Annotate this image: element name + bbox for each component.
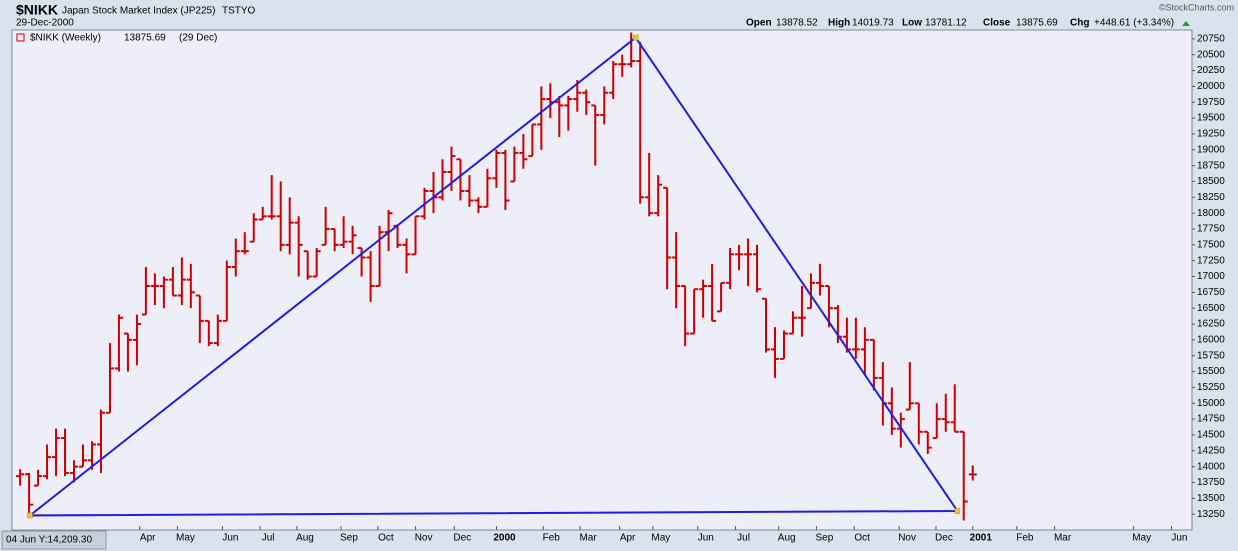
bars [16,32,977,521]
x-tick-label: Mar [579,533,597,544]
y-tick-label: 15750 [1197,350,1225,361]
chg-label: Chg [1070,18,1089,29]
y-tick-label: 18500 [1197,176,1225,187]
up-arrow [1182,21,1190,26]
y-tick-label: 18000 [1197,208,1225,219]
x-tick-label: Feb [1016,533,1034,544]
open-value: 13878.52 [776,18,818,29]
y-tick-label: 17000 [1197,271,1225,282]
date: 29-Dec-2000 [16,18,74,29]
x-tick-label: Nov [415,533,433,544]
y-tick-label: 20500 [1197,49,1225,60]
trendline-handle [632,34,639,41]
y-tick-label: 18250 [1197,192,1225,203]
chg-value: +448.61 (+3.34%) [1094,18,1174,29]
high-label: High [828,18,850,29]
x-tick-label: Sep [816,533,834,544]
y-tick-label: 13250 [1197,509,1225,520]
x-tick-label: Oct [854,533,870,544]
y-tick-label: 14750 [1197,414,1225,425]
annotation-box [1,530,107,550]
y-tick-label: 15000 [1197,398,1225,409]
y-tick-label: 14500 [1197,430,1225,441]
y-tick-label: 16250 [1197,319,1225,330]
y-tick-label: 17500 [1197,239,1225,250]
source: ©StockCharts.com [1159,2,1234,12]
axes: 13250 13500 13750 14000 14250 14500 14750 15000… [139,34,1225,544]
high-value: 14019.73 [852,18,894,29]
plot-area [11,29,1193,531]
low-label: Low [902,18,922,29]
exchange: TSTYO [222,6,256,17]
x-tick-label: Sep [340,533,358,544]
x-tick-label: Mar [1054,533,1072,544]
trendline-handle [27,512,33,519]
open-label: Open [746,18,772,29]
y-tick-label: 16000 [1197,335,1225,346]
close-label: Close [983,18,1011,29]
symbol: $NIKK [16,2,58,18]
y-tick-label: 20750 [1197,34,1225,45]
trendline-handle [954,508,961,514]
x-tick-label: Jun [1171,533,1187,544]
y-tick-label: 15500 [1197,366,1225,377]
y-tick-label: 19500 [1197,113,1225,124]
x-tick-label: Oct [378,533,394,544]
y-tick-label: 19000 [1197,144,1225,155]
x-tick-label: May [1132,533,1151,544]
y-tick-label: 18750 [1197,160,1225,171]
x-tick-label: Jul [262,533,275,544]
x-tick-label: 2001 [970,533,993,544]
x-tick-label: Apr [620,533,636,544]
x-tick-label: Aug [296,533,314,544]
y-tick-label: 19750 [1197,97,1225,108]
x-tick-label: Jun [698,533,714,544]
x-tick-label: Aug [778,533,796,544]
y-tick-label: 19250 [1197,129,1225,140]
legend-swatch [16,33,25,42]
y-tick-label: 14000 [1197,461,1225,472]
legend-date: (29 Dec) [179,33,217,44]
legend-close: 13875.69 [124,33,166,44]
y-tick-label: 20250 [1197,65,1225,76]
x-tick-label: Jul [737,533,750,544]
index-name: Japan Stock Market Index (JP225) [62,6,215,17]
y-tick-label: 14250 [1197,445,1225,456]
annotation: 04 Jun Y:14,209.30 [6,535,92,546]
x-tick-label: May [651,533,670,544]
x-tick-label: Feb [543,533,561,544]
y-tick-label: 15250 [1197,382,1225,393]
x-tick-label: May [176,533,195,544]
legend-name: $NIKK (Weekly) [30,33,101,44]
x-tick-label: Jun [222,533,238,544]
x-tick-label: Nov [898,533,916,544]
x-tick-label: Dec [935,533,953,544]
x-tick-label: 2000 [493,533,516,544]
y-tick-label: 17750 [1197,224,1225,235]
y-tick-label: 17250 [1197,255,1225,266]
x-tick-label: Apr [140,533,156,544]
y-tick-label: 13750 [1197,477,1225,488]
y-tick-label: 20000 [1197,81,1225,92]
trendline [27,36,960,517]
low-value: 13781.12 [925,18,967,29]
y-tick-label: 16500 [1197,303,1225,314]
y-tick-label: 13500 [1197,493,1225,504]
close-value: 13875.69 [1016,18,1058,29]
x-tick-label: Dec [453,533,471,544]
y-tick-label: 16750 [1197,287,1225,298]
